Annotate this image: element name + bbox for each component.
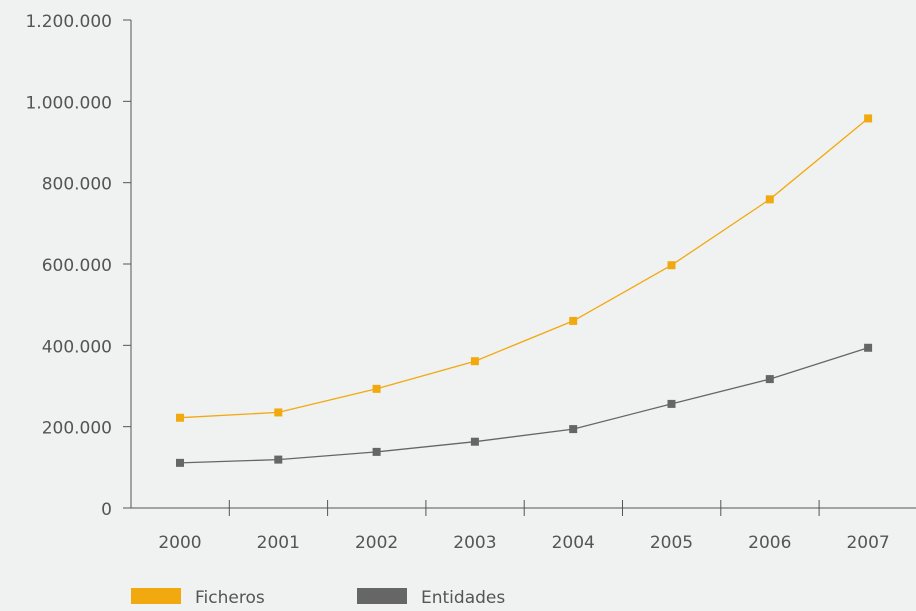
legend-swatch-ficheros — [131, 588, 181, 604]
data-point-entidades — [667, 399, 676, 408]
y-tick-label: 1.200.000 — [25, 12, 112, 32]
y-tick-label: 200.000 — [42, 419, 112, 439]
legend: Ficheros Entidades — [131, 588, 505, 608]
y-tick-label: 1.000.000 — [25, 93, 112, 113]
y-tick-label: 600.000 — [42, 256, 112, 276]
data-point-entidades — [372, 447, 381, 456]
y-tick-label: 800.000 — [42, 175, 112, 195]
x-tick-label: 2005 — [650, 533, 693, 553]
x-tick-label: 2003 — [453, 533, 496, 553]
x-tick-label: 2007 — [846, 533, 889, 553]
data-point-entidades — [274, 455, 283, 464]
data-point-ficheros — [372, 384, 381, 393]
data-point-entidades — [765, 375, 774, 384]
x-tick-label: 2006 — [748, 533, 791, 553]
data-point-ficheros — [864, 114, 873, 123]
axes: 0 200.000 400.000 600.000 800.000 1.000.000 1.… — [25, 12, 916, 553]
x-tick-label: 2002 — [355, 533, 398, 553]
data-point-ficheros — [569, 316, 578, 325]
x-tick-label: 2001 — [257, 533, 300, 553]
legend-swatch-entidades — [357, 588, 407, 604]
data-point-ficheros — [765, 195, 774, 204]
data-point-entidades — [864, 343, 873, 352]
legend-label-ficheros: Ficheros — [195, 588, 265, 607]
data-point-entidades — [470, 437, 479, 446]
data-point-ficheros — [274, 408, 283, 417]
data-point-ficheros — [176, 413, 184, 422]
series-line-ficheros — [179, 117, 869, 419]
series-layer — [176, 114, 873, 467]
data-point-ficheros — [667, 261, 676, 270]
data-point-entidades — [569, 425, 578, 434]
legend-label-entidades: Entidades — [421, 588, 505, 607]
y-tick-label: 0 — [101, 500, 112, 520]
data-point-ficheros — [470, 357, 479, 366]
data-point-entidades — [176, 458, 184, 467]
y-tick-label: 400.000 — [42, 337, 112, 357]
x-tick-label: 2004 — [552, 533, 595, 553]
x-tick-label: 2000 — [158, 533, 201, 553]
series-line-entidades — [179, 347, 869, 464]
